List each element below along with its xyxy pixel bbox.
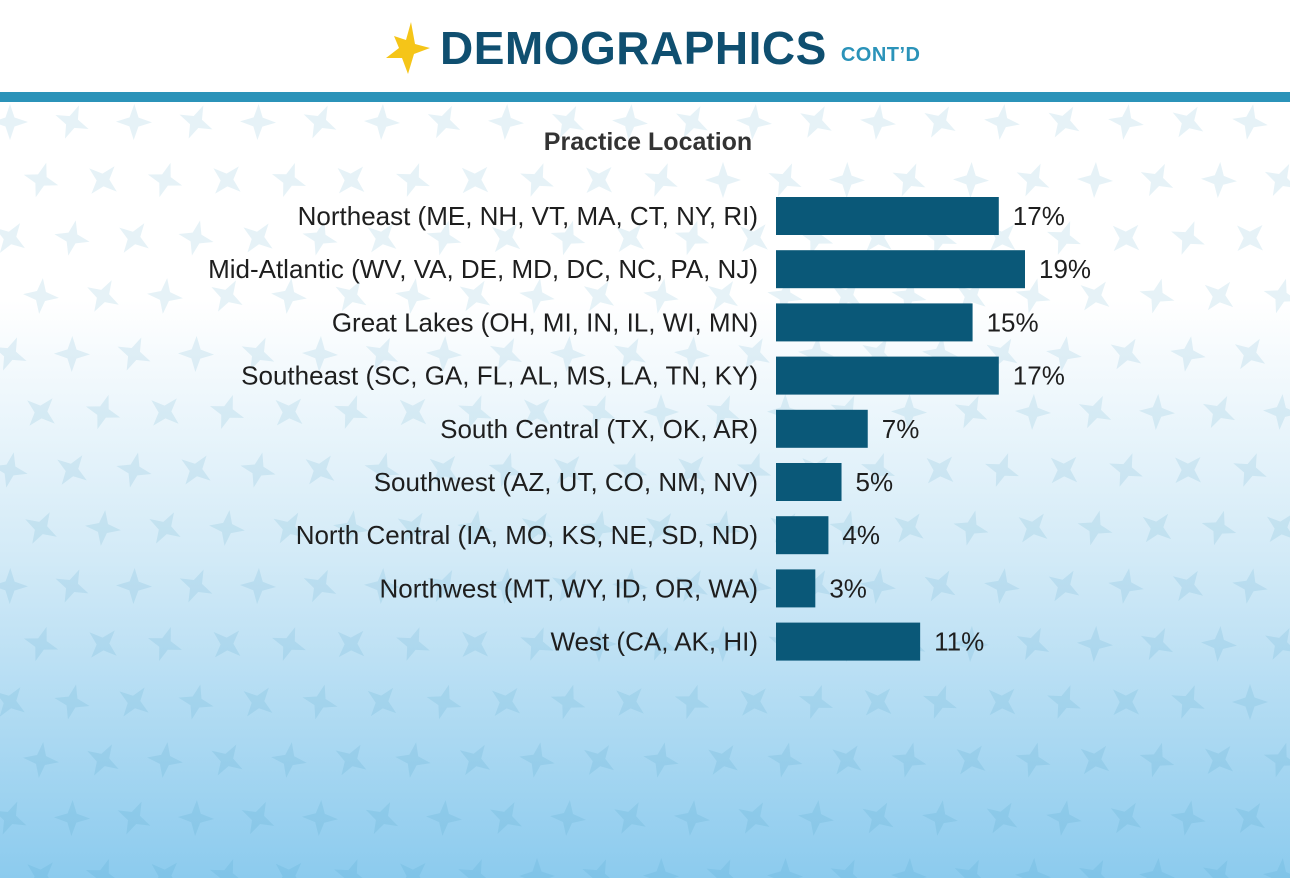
value-label: 7%: [882, 414, 920, 444]
category-label: Northeast (ME, NH, VT, MA, CT, NY, RI): [298, 201, 758, 231]
category-label: Southeast (SC, GA, FL, AL, MS, LA, TN, K…: [241, 361, 758, 391]
bar: [776, 356, 999, 395]
header-divider: [0, 92, 1290, 102]
page-subtitle: CONT’D: [840, 43, 921, 66]
bar: [776, 303, 973, 342]
category-label: Mid-Atlantic (WV, VA, DE, MD, DC, NC, PA…: [208, 254, 758, 284]
category-label: Northwest (MT, WY, ID, OR, WA): [380, 573, 758, 603]
category-label: Great Lakes (OH, MI, IN, IL, WI, MN): [332, 307, 758, 337]
value-label: 3%: [829, 573, 867, 603]
value-label: 5%: [856, 467, 894, 497]
bar: [776, 197, 999, 235]
chart-title: Practice Location: [544, 128, 752, 156]
title-group: DEMOGRAPHICS CONT’D: [384, 18, 920, 78]
bar: [776, 622, 921, 661]
bars-group: Northeast (ME, NH, VT, MA, CT, NY, RI) 17…: [208, 197, 1091, 661]
value-label: 19%: [1039, 254, 1091, 284]
category-label: Southwest (AZ, UT, CO, NM, NV): [374, 467, 758, 497]
bar: [776, 569, 816, 608]
practice-location-chart: Practice Location Northeast (ME, NH, VT,…: [208, 128, 1091, 661]
page-title: DEMOGRAPHICS: [440, 22, 827, 74]
bar: [776, 463, 842, 501]
value-label: 11%: [934, 627, 984, 657]
value-label: 4%: [842, 520, 880, 550]
bar: [776, 409, 868, 448]
value-label: 17%: [1013, 361, 1065, 391]
bar: [776, 250, 1025, 289]
page-header: DEMOGRAPHICS CONT’D: [0, 0, 1290, 92]
star-icon: [386, 22, 430, 74]
value-label: 15%: [987, 307, 1039, 337]
category-label: South Central (TX, OK, AR): [440, 414, 758, 444]
category-label: North Central (IA, MO, KS, NE, SD, ND): [296, 520, 758, 550]
category-label: West (CA, AK, HI): [550, 627, 758, 657]
bar: [776, 516, 829, 555]
value-label: 17%: [1013, 201, 1065, 231]
